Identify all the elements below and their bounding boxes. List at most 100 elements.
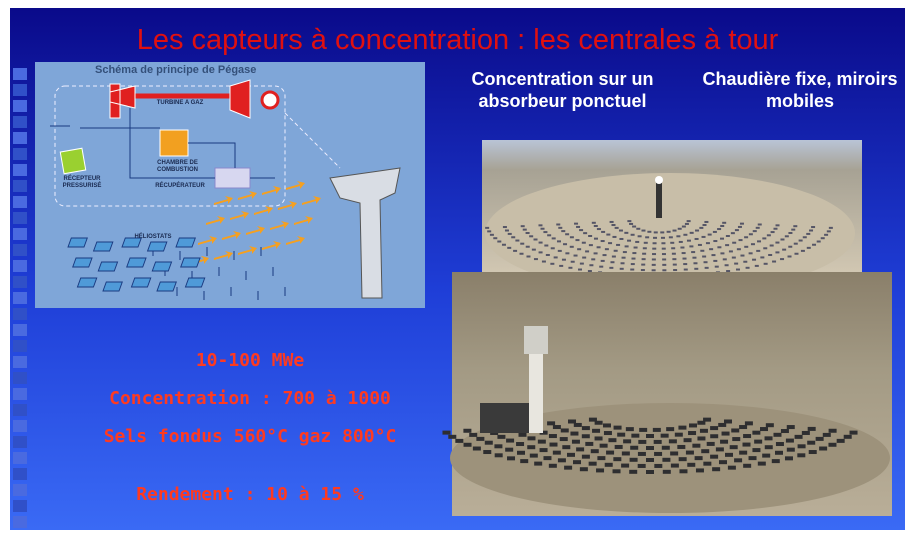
photo-mirror (677, 227, 682, 230)
photo-mirror (578, 268, 583, 271)
photo-mirror (773, 227, 778, 230)
photo-mirror (694, 267, 699, 270)
photo-mirror (619, 237, 624, 240)
photo-mirror (562, 445, 571, 450)
photo-mirror (525, 245, 530, 248)
heliostat (72, 257, 93, 268)
photo-mirror (678, 457, 687, 462)
photo-mirror (720, 224, 725, 227)
photo-mirror (636, 227, 641, 230)
photo-mirror (785, 438, 794, 443)
diagram-label: CHAMBRE DE COMBUSTION (157, 160, 198, 173)
diagram-label: RÉCUPÉRATEUR (155, 183, 205, 189)
photo-mirror (588, 417, 597, 422)
photo-mirror (639, 427, 648, 432)
photo-mirror (597, 456, 606, 461)
sun-arrow (230, 211, 249, 220)
photo-mirror (632, 252, 637, 255)
photo-mirror (494, 444, 503, 449)
photo-mirror (687, 462, 696, 467)
photo-mirror (661, 445, 670, 450)
photo-mirror (679, 469, 688, 474)
photo-mirror (621, 451, 630, 456)
heading: Chaudière fixe, miroirs mobiles (702, 69, 898, 111)
photo-mirror (564, 465, 573, 470)
photo-mirror (694, 456, 703, 461)
photo-mirror (629, 469, 638, 474)
photo-mirror (683, 233, 688, 236)
photo-mirror (632, 225, 637, 228)
photo-mirror (602, 423, 611, 428)
photo-mirror (801, 430, 810, 435)
photo-mirror (683, 263, 688, 266)
slide-art (13, 62, 892, 528)
photo-mirror (448, 434, 457, 439)
photo-mirror (568, 419, 577, 424)
photo-mirror (544, 244, 549, 247)
photo-mirror (583, 232, 588, 235)
photo-mirror (686, 220, 691, 223)
photo-mirror (780, 258, 785, 261)
photo-mirror (689, 231, 694, 234)
photo-mirror (671, 252, 676, 255)
photo-mirror (556, 240, 561, 243)
strip-square (13, 148, 27, 160)
photo-mirror (643, 241, 648, 244)
strip-square (13, 372, 27, 384)
photo-mirror (569, 236, 574, 239)
photo-mirror (731, 428, 740, 433)
photo-mirror (552, 450, 561, 455)
photo-mirror (754, 439, 763, 444)
strip-square (13, 468, 27, 480)
photo-mirror (686, 239, 691, 242)
photo-mirror (629, 457, 638, 462)
photo-mirror (773, 432, 782, 437)
photo-mirror (641, 258, 646, 261)
photo-mirror (725, 244, 730, 247)
photo-mirror (739, 425, 748, 430)
spec: Concentration : 700 à 1000 (109, 388, 391, 409)
strip-square (13, 452, 27, 464)
strip-square (13, 212, 27, 224)
photo-mirror (489, 233, 494, 236)
photo-mirror (798, 239, 803, 242)
strip-square (13, 420, 27, 432)
generator (260, 90, 280, 110)
slide-title: Les capteurs à concentration : les centr… (136, 24, 779, 56)
photo-mirror (569, 245, 574, 248)
photo-mirror (614, 226, 619, 229)
photo-mirror (651, 269, 656, 272)
photo-mirror (493, 237, 498, 240)
photo-mirror (740, 254, 745, 257)
photo-mirror (606, 450, 615, 455)
photo-mirror (752, 430, 761, 435)
photo-mirror (794, 434, 803, 439)
photo-mirror (599, 265, 604, 268)
photo-mirror (652, 242, 657, 245)
photo-mirror (677, 444, 686, 449)
photo-mirror (463, 428, 472, 433)
photo-mirror (494, 453, 503, 458)
photo-mirror (507, 246, 512, 249)
photo-mirror (610, 261, 615, 264)
photo-mirror (588, 235, 593, 238)
photo-mirror (501, 243, 506, 246)
photo-mirror (811, 226, 816, 229)
photo-mirror (576, 447, 585, 452)
photo-mirror (681, 225, 686, 228)
sun-arrow (286, 181, 305, 190)
photo-mirror (680, 246, 685, 249)
photo-mirror (670, 451, 679, 456)
photo-mirror (784, 235, 789, 238)
photo-mirror (485, 226, 490, 229)
photo-mirror (592, 428, 601, 433)
photo-mirror (791, 228, 796, 231)
photo-mirror (559, 437, 568, 442)
heliostat (76, 277, 98, 288)
photo-mirror (533, 258, 538, 261)
photo-mirror (697, 243, 702, 246)
photo-mirror (816, 240, 821, 243)
photo-mirror (754, 264, 759, 267)
photo-mirror (533, 238, 538, 241)
strip-square (13, 436, 27, 448)
